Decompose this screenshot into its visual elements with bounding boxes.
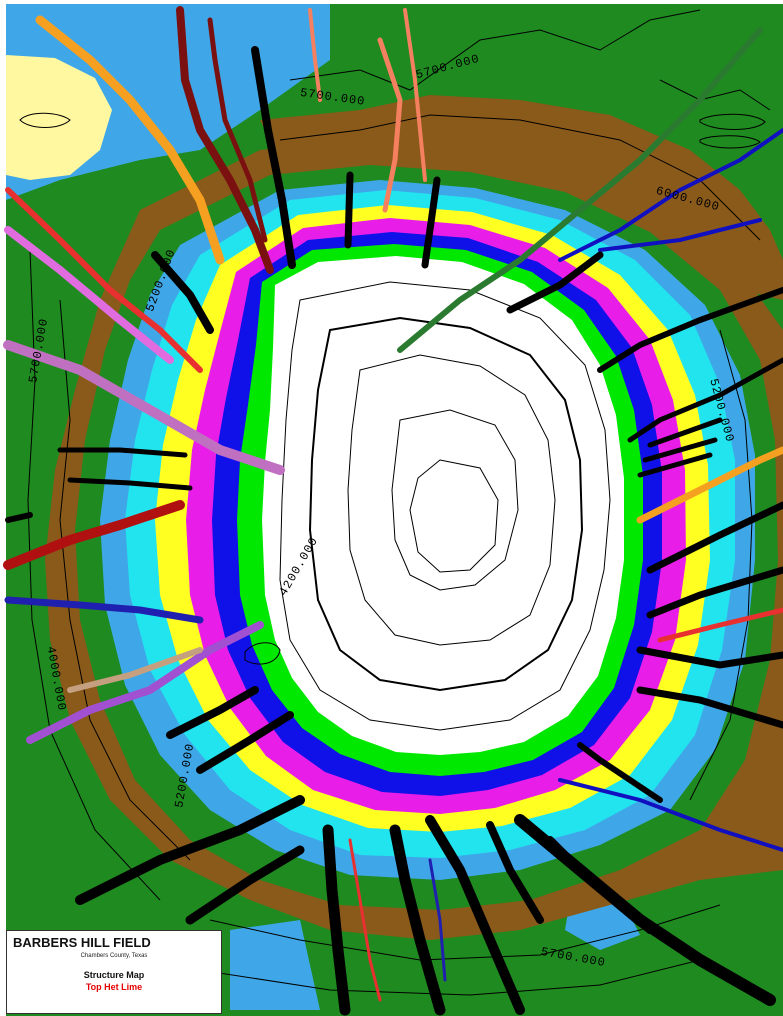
sky-blue-zone-south — [230, 920, 320, 1010]
salt-dome-center — [262, 256, 624, 755]
well-traces — [3, 6, 783, 1002]
pale-yellow-patch — [6, 55, 112, 180]
map-type-label: Structure Map — [83, 970, 145, 980]
outer-contours — [19, 9, 771, 996]
dome-contours — [244, 281, 611, 731]
field-title: BARBERS HILL FIELD — [13, 935, 151, 950]
horizon-label: Top Het Lime — [85, 982, 143, 992]
map-legend: BARBERS HILL FIELD Chambers County, Texa… — [6, 930, 222, 1014]
fault-lines — [5, 46, 783, 1016]
county-label: Chambers County, Texas — [80, 953, 148, 959]
